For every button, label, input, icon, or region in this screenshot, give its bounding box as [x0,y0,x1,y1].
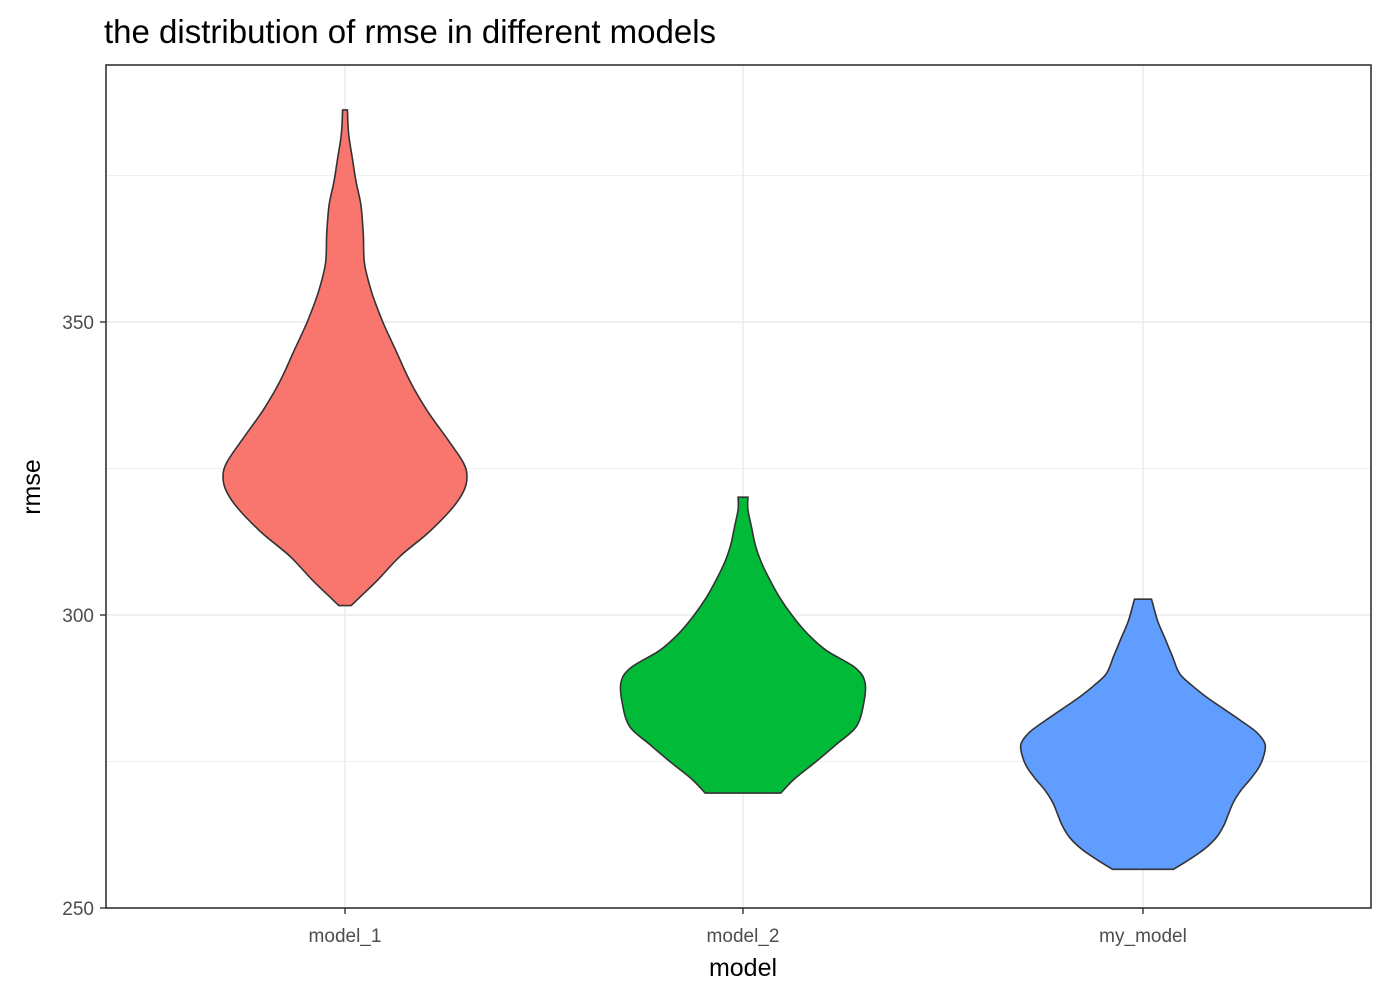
y-tick-label-350: 350 [62,313,94,334]
violin-model_1 [222,109,468,607]
violin-my_model [1019,598,1267,871]
y-tick-label-300: 300 [62,606,94,627]
panel-border [105,64,1372,909]
violins [222,109,1267,871]
axes: 250 300 350 model_1 model_2 my_model [62,313,1187,947]
y-axis-title: rmse [18,459,46,515]
violin-model_2 [619,496,867,794]
y-tick-label-250: 250 [62,899,94,920]
chart-title: the distribution of rmse in different mo… [104,13,716,50]
x-tick-label-model_1: model_1 [309,926,382,947]
x-tick-label-my_model: my_model [1099,926,1187,947]
x-axis-title: model [709,954,777,982]
x-tick-label-model_2: model_2 [707,926,780,947]
